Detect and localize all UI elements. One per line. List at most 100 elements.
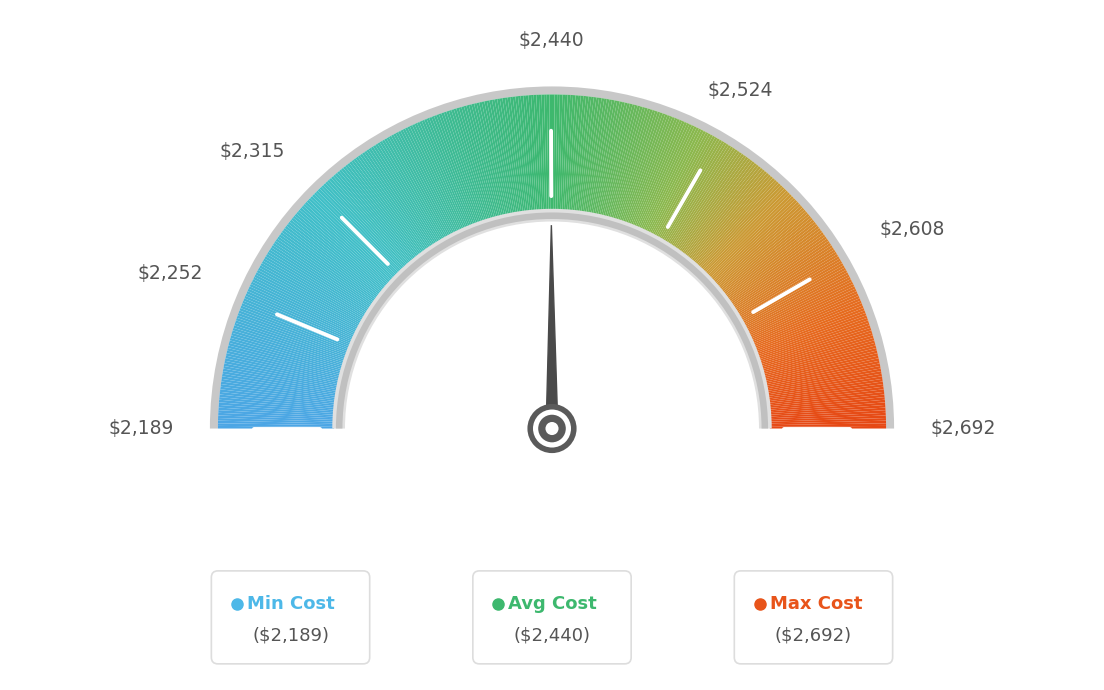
Wedge shape [539, 95, 545, 211]
Wedge shape [262, 261, 363, 321]
Wedge shape [756, 313, 867, 355]
Wedge shape [502, 98, 521, 213]
Wedge shape [760, 325, 871, 363]
Wedge shape [688, 168, 763, 259]
Wedge shape [692, 172, 769, 263]
Wedge shape [397, 131, 453, 235]
Wedge shape [314, 193, 397, 276]
Wedge shape [523, 95, 535, 211]
Wedge shape [442, 112, 481, 223]
Wedge shape [767, 379, 883, 398]
Wedge shape [761, 333, 873, 368]
Wedge shape [238, 310, 348, 353]
Wedge shape [729, 232, 824, 302]
Wedge shape [304, 204, 391, 283]
Wedge shape [531, 95, 540, 211]
Wedge shape [747, 282, 853, 334]
Wedge shape [769, 418, 887, 424]
Wedge shape [764, 353, 878, 381]
Wedge shape [765, 361, 880, 386]
Wedge shape [762, 335, 873, 369]
Wedge shape [555, 95, 560, 210]
Wedge shape [241, 306, 349, 350]
Wedge shape [565, 95, 575, 211]
Wedge shape [767, 382, 883, 400]
Wedge shape [337, 171, 413, 262]
Wedge shape [500, 98, 520, 213]
Wedge shape [489, 100, 513, 215]
Wedge shape [676, 154, 744, 250]
Wedge shape [217, 426, 335, 428]
Wedge shape [308, 198, 394, 279]
Wedge shape [335, 172, 412, 263]
Wedge shape [273, 243, 371, 309]
Wedge shape [497, 99, 518, 214]
Wedge shape [673, 150, 740, 248]
Wedge shape [510, 97, 527, 213]
Text: $2,252: $2,252 [137, 264, 202, 284]
Wedge shape [220, 392, 336, 406]
Wedge shape [638, 122, 687, 229]
Wedge shape [326, 181, 405, 268]
Wedge shape [466, 105, 498, 218]
Wedge shape [700, 183, 781, 270]
Wedge shape [721, 217, 813, 293]
Wedge shape [224, 361, 339, 386]
Wedge shape [219, 410, 335, 418]
Wedge shape [227, 348, 340, 377]
Wedge shape [412, 124, 463, 230]
Text: Max Cost: Max Cost [769, 595, 862, 613]
Wedge shape [737, 254, 838, 316]
Wedge shape [225, 358, 339, 384]
Wedge shape [495, 99, 517, 214]
Wedge shape [384, 138, 444, 240]
Wedge shape [272, 245, 370, 310]
Wedge shape [429, 117, 474, 226]
Wedge shape [708, 194, 792, 277]
Wedge shape [763, 343, 875, 375]
Wedge shape [612, 107, 645, 219]
Wedge shape [263, 259, 364, 319]
Wedge shape [276, 239, 373, 306]
Wedge shape [744, 270, 847, 326]
Wedge shape [605, 104, 635, 217]
Wedge shape [619, 111, 658, 221]
Wedge shape [219, 405, 335, 415]
Wedge shape [221, 384, 336, 401]
Wedge shape [698, 179, 777, 267]
Wedge shape [252, 279, 357, 333]
Wedge shape [407, 126, 459, 232]
Wedge shape [288, 221, 381, 295]
Wedge shape [284, 228, 378, 299]
Wedge shape [687, 166, 761, 259]
Wedge shape [735, 247, 835, 312]
Wedge shape [477, 103, 505, 216]
Wedge shape [715, 208, 805, 286]
Polygon shape [545, 225, 559, 451]
Wedge shape [236, 315, 347, 356]
Wedge shape [753, 298, 861, 345]
Wedge shape [586, 99, 607, 214]
Wedge shape [743, 268, 846, 325]
Wedge shape [516, 96, 530, 212]
Wedge shape [712, 201, 799, 282]
Wedge shape [546, 95, 550, 210]
Wedge shape [623, 112, 662, 223]
Wedge shape [769, 426, 887, 428]
Wedge shape [221, 379, 337, 398]
Wedge shape [332, 209, 772, 428]
Wedge shape [217, 418, 335, 424]
Wedge shape [769, 402, 885, 413]
Wedge shape [446, 111, 485, 221]
Wedge shape [766, 366, 881, 389]
Wedge shape [257, 270, 360, 326]
Wedge shape [584, 98, 604, 213]
Wedge shape [278, 235, 374, 303]
Wedge shape [762, 338, 874, 371]
Wedge shape [609, 106, 643, 219]
Wedge shape [762, 340, 875, 373]
Wedge shape [251, 282, 357, 334]
Text: $2,440: $2,440 [518, 31, 584, 50]
Wedge shape [569, 95, 581, 211]
Text: Min Cost: Min Cost [247, 595, 335, 613]
